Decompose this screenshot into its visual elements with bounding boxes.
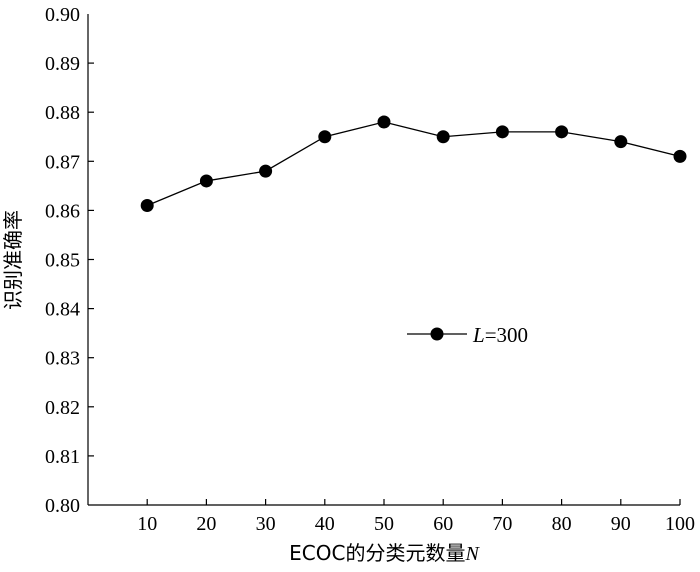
x-tick-label: 50 xyxy=(374,513,394,535)
x-tick-label: 10 xyxy=(137,513,157,535)
y-tick-label: 0.86 xyxy=(45,200,80,222)
data-point xyxy=(377,115,391,129)
y-tick-label: 0.83 xyxy=(45,348,80,370)
data-point xyxy=(614,135,628,149)
data-point xyxy=(436,130,450,144)
axes xyxy=(87,14,680,506)
x-tick-label: 30 xyxy=(256,513,276,535)
series-group xyxy=(140,115,687,212)
y-tick-label: 0.88 xyxy=(45,102,80,124)
y-tick-label: 0.81 xyxy=(45,446,80,468)
x-tick-label: 100 xyxy=(665,513,695,535)
x-tick-label: 90 xyxy=(611,513,631,535)
data-point xyxy=(673,149,687,163)
y-axis-label: 识别准确率 xyxy=(1,210,25,310)
legend-marker xyxy=(430,327,444,341)
data-point xyxy=(555,125,569,139)
x-tick-label: 80 xyxy=(552,513,572,535)
x-tick-label: 60 xyxy=(433,513,453,535)
x-tick-label: 40 xyxy=(315,513,335,535)
y-tick-label: 0.90 xyxy=(45,4,80,26)
series-line xyxy=(146,121,681,207)
data-point xyxy=(259,164,273,178)
legend-label: L=300 xyxy=(472,323,528,347)
y-tick-label: 0.84 xyxy=(45,299,80,321)
x-axis-label: ECOC的分类元数量N xyxy=(289,541,480,565)
x-tick-label: 70 xyxy=(492,513,512,535)
data-point xyxy=(199,174,213,188)
y-tick-label: 0.80 xyxy=(45,495,80,517)
x-tick-label: 20 xyxy=(196,513,216,535)
y-tick-label: 0.87 xyxy=(45,151,80,173)
y-ticks: 0.80 0.81 0.82 0.83 0.84 0.85 0.86 0.87 0.88 0.89… xyxy=(45,4,94,517)
data-point xyxy=(495,125,509,139)
legend: L=300 xyxy=(407,323,528,347)
data-point xyxy=(140,198,154,212)
y-tick-label: 0.85 xyxy=(45,250,80,272)
y-tick-label: 0.89 xyxy=(45,53,80,75)
data-point xyxy=(318,130,332,144)
x-ticks: 10 20 30 40 50 60 70 80 90 100 xyxy=(137,499,695,535)
y-tick-label: 0.82 xyxy=(45,397,80,419)
